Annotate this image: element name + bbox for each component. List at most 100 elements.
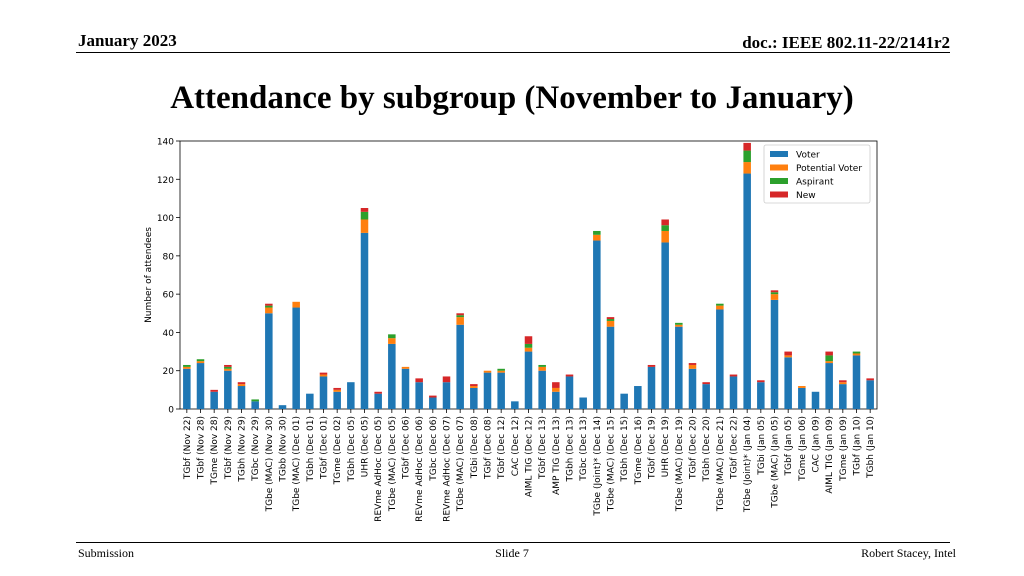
- bar-segment-voter: [757, 382, 765, 409]
- x-tick-label: AIML TIG (Dec 12): [525, 416, 535, 497]
- header-rule: [76, 52, 950, 53]
- bar-segment-new: [770, 290, 779, 293]
- bar-segment-new: [456, 313, 464, 316]
- x-tick-label: TGbh (Dec 15): [620, 416, 630, 483]
- x-tick-label: TGbf (Dec 06): [402, 416, 412, 480]
- x-tick-label: TGbe (MAC) (Dec 19): [675, 416, 685, 512]
- x-tick-label: TGbf (Dec 22): [730, 416, 740, 480]
- bar-segment-voter: [770, 299, 779, 409]
- legend-swatch: [770, 164, 788, 171]
- footer-slide-number: Slide 7: [495, 546, 529, 560]
- x-tick-label: TGbh (Dec 20): [702, 416, 712, 483]
- bar-segment-voter: [702, 384, 710, 409]
- bar-segment-potential-voter: [183, 366, 191, 369]
- x-tick-label: CAC (Dec 12): [511, 416, 521, 476]
- bar-segment-voter: [497, 372, 505, 409]
- bar-segment-voter: [825, 363, 833, 409]
- bar-segment-aspirant: [251, 399, 259, 402]
- bar-segment-aspirant: [497, 368, 505, 371]
- bar-segment-aspirant: [852, 351, 861, 354]
- bar-segment-potential-voter: [688, 364, 697, 369]
- bar-segment-voter: [388, 343, 396, 409]
- bar-segment-aspirant: [825, 355, 833, 362]
- bar-segment-new: [374, 391, 382, 394]
- bar-segment-new: [661, 219, 669, 226]
- x-tick-label: TGbf (Jan 05): [784, 416, 794, 476]
- bar-segment-voter: [415, 382, 423, 409]
- bar-segment-aspirant: [265, 305, 273, 308]
- bar-segment-potential-voter: [675, 324, 683, 327]
- bar-segment-voter: [196, 363, 205, 409]
- bar-segment-voter: [743, 173, 751, 409]
- bar-segment-aspirant: [538, 364, 546, 367]
- y-tick-label: 80: [163, 252, 175, 262]
- x-tick-label: TGbh (Dec 13): [566, 416, 576, 483]
- bar-segment-voter: [661, 242, 669, 409]
- bar-segment-new: [647, 364, 656, 367]
- bar-segment-potential-voter: [333, 389, 341, 392]
- x-tick-label: TGbh (Dec 01): [306, 416, 316, 483]
- slide-title: Attendance by subgroup (November to Janu…: [170, 80, 854, 116]
- bar-segment-potential-voter: [224, 368, 232, 371]
- bar-segment-aspirant: [183, 364, 191, 367]
- bar-segment-voter: [675, 326, 683, 409]
- bar-segment-voter: [333, 391, 341, 409]
- bar-segment-potential-voter: [388, 338, 396, 344]
- bar-segment-aspirant: [388, 334, 396, 339]
- bar-segment-voter: [565, 376, 574, 409]
- bar-segment-potential-voter: [716, 305, 724, 310]
- x-tick-label: TGbe (MAC) (Dec 21): [716, 416, 726, 512]
- x-tick-label: TGbe (MAC) (Jan 05): [771, 416, 781, 509]
- legend-swatch: [770, 191, 788, 198]
- bar-segment-voter: [866, 380, 874, 409]
- bar-segment-voter: [538, 370, 546, 409]
- bar-segment-potential-voter: [319, 374, 328, 377]
- bar-segment-new: [688, 363, 697, 365]
- x-tick-label: TGbc (Dec 13): [579, 416, 589, 482]
- bar-segment-aspirant: [675, 322, 683, 325]
- bar-segment-voter: [347, 382, 355, 409]
- x-tick-label: AIML TIG (Jan 09): [825, 416, 835, 494]
- legend-swatch: [770, 178, 788, 184]
- bar-segment-voter: [552, 391, 560, 409]
- x-tick-label: UHR (Dec 19): [661, 416, 671, 477]
- x-tick-label: TGbe (MAC) (Dec 01): [292, 416, 302, 512]
- bar-segment-voter: [183, 368, 191, 409]
- bar-segment-potential-voter: [606, 320, 615, 327]
- x-tick-label: TGme (Jan 06): [798, 416, 808, 482]
- bar-segment-potential-voter: [770, 294, 779, 300]
- y-tick-label: 20: [163, 367, 175, 377]
- legend-label: New: [796, 191, 816, 201]
- bar-segment-potential-voter: [265, 307, 273, 314]
- x-tick-label: TGbe (Joint)* (Dec 14): [593, 416, 603, 517]
- x-tick-label: TGbe (MAC) (Dec 07): [456, 416, 466, 512]
- bar-segment-voter: [634, 386, 642, 409]
- x-tick-label: TGbi (Jan 05): [757, 416, 767, 476]
- bar-segment-voter: [374, 393, 382, 409]
- bar-segment-potential-voter: [237, 384, 246, 387]
- bar-segment-aspirant: [606, 319, 615, 321]
- bar-segment-voter: [292, 307, 300, 409]
- bar-segment-new: [333, 387, 341, 390]
- header-date: January 2023: [78, 31, 177, 50]
- bar-segment-voter: [593, 240, 601, 409]
- x-tick-label: TGbi (Dec 08): [470, 416, 480, 479]
- bar-segment-voter: [360, 232, 369, 409]
- footer-submission: Submission: [78, 546, 135, 560]
- bar-segment-potential-voter: [497, 370, 505, 373]
- bar-segment-new: [866, 378, 874, 381]
- bar-segment-voter: [606, 326, 615, 409]
- bar-segment-voter: [319, 376, 328, 409]
- bar-segment-voter: [483, 372, 492, 409]
- legend-label: Aspirant: [796, 178, 834, 188]
- x-tick-label: TGbf (Dec 08): [484, 416, 494, 480]
- bar-segment-voter: [456, 324, 464, 409]
- bar-segment-new: [757, 380, 765, 383]
- bar-segment-potential-voter: [483, 370, 492, 373]
- bar-segment-voter: [798, 387, 806, 409]
- x-tick-label: TGbe (MAC) (Dec 15): [607, 416, 617, 512]
- bar-segment-potential-voter: [743, 162, 751, 174]
- bar-segment-new: [470, 384, 478, 387]
- x-tick-label: TGbf (Dec 01): [320, 416, 330, 480]
